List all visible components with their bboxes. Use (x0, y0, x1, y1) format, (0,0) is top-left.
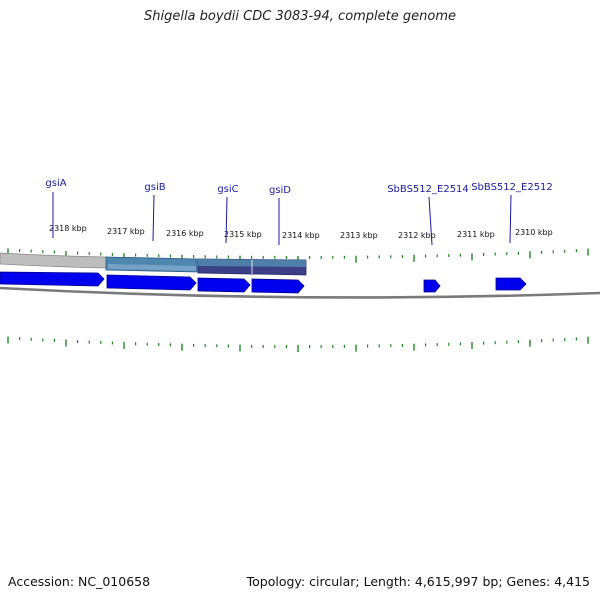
gene-label-gsiB[interactable]: gsiB (144, 182, 165, 193)
leader-line (152, 194, 155, 242)
operon-band (0, 252, 307, 276)
gene-label-gsiC[interactable]: gsiC (217, 184, 238, 195)
inner-tick-track (7, 336, 589, 352)
gene-arrow-gsiA[interactable] (0, 271, 105, 287)
kbp-label: 2315 kbp (224, 230, 262, 239)
kbp-label: 2317 kbp (107, 227, 145, 236)
genome-summary-text: Topology: circular; Length: 4,615,997 bp… (246, 574, 590, 589)
operon-segment-blue-highlight (108, 264, 196, 271)
gene-label-gsiA[interactable]: gsiA (45, 178, 66, 189)
accession-text: Accession: NC_010658 (8, 574, 151, 589)
gene-arrow-gsiD[interactable] (251, 278, 305, 294)
kbp-label: 2311 kbp (457, 230, 495, 239)
gene-arrow-gsiB[interactable] (106, 274, 197, 291)
gene-arrow-gsiC[interactable] (197, 277, 251, 293)
kbp-label: 2314 kbp (282, 231, 320, 240)
leader-line (428, 196, 433, 246)
operon-segment-grey (0, 252, 107, 269)
gene-label-gsiD[interactable]: gsiD (269, 185, 291, 196)
kbp-label: 2318 kbp (49, 224, 87, 233)
gene-labels[interactable]: gsiA gsiB gsiC gsiD SbBS512_E2514 SbBS51… (45, 178, 553, 246)
coordinate-labels: 2318 kbp 2317 kbp 2316 kbp 2315 kbp 2314… (49, 224, 553, 240)
kbp-label: 2310 kbp (515, 228, 553, 237)
map-title: Shigella boydii CDC 3083-94, complete ge… (143, 9, 457, 24)
gene-arrow-SbBS512_E2514[interactable] (423, 279, 441, 293)
kbp-label: 2313 kbp (340, 231, 378, 240)
gene-label-SbBS512_E2512[interactable]: SbBS512_E2512 (471, 182, 553, 193)
leader-line (509, 194, 512, 244)
gene-arrows[interactable] (0, 271, 527, 294)
kbp-label: 2316 kbp (166, 229, 204, 238)
leader-line (225, 196, 228, 244)
kbp-label: 2312 kbp (398, 231, 436, 240)
genome-backbone (0, 286, 600, 299)
gene-label-SbBS512_E2514[interactable]: SbBS512_E2514 (387, 184, 469, 195)
gene-arrow-SbBS512_E2512[interactable] (495, 277, 527, 291)
